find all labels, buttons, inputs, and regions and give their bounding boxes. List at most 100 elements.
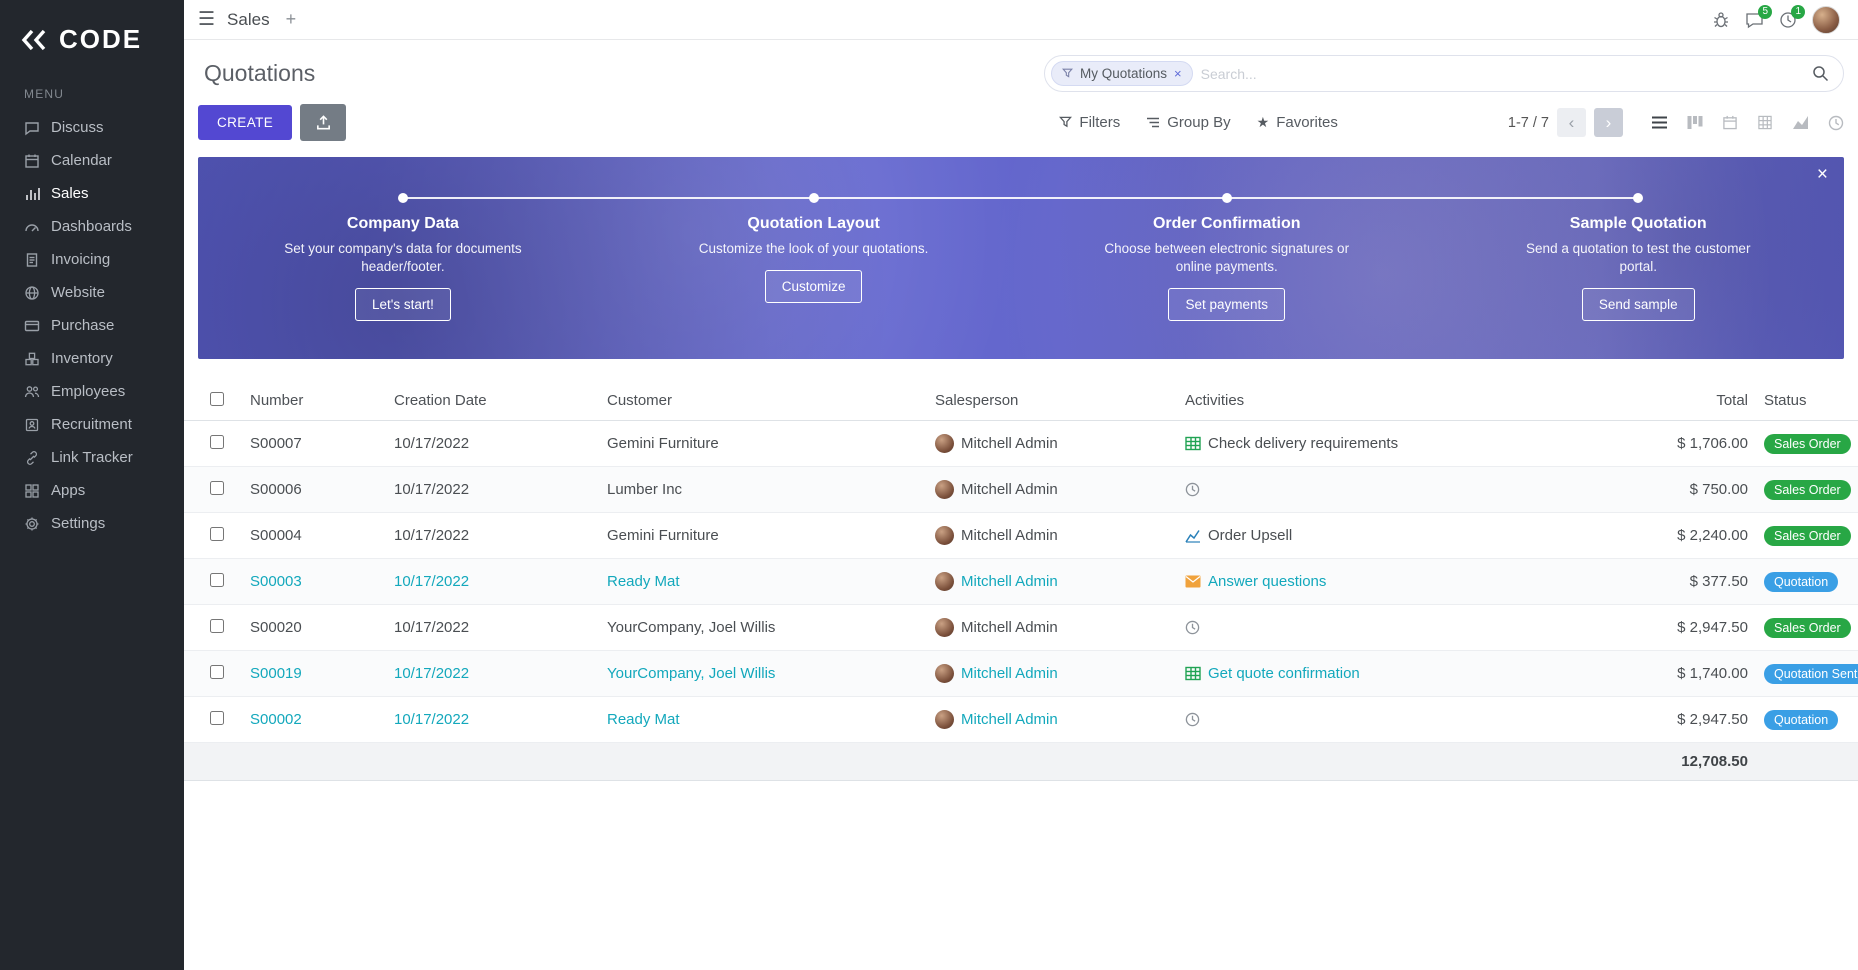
cell-activity[interactable]: Answer questions bbox=[1208, 573, 1327, 590]
debug-bug-icon[interactable] bbox=[1712, 11, 1730, 29]
step-desc: Choose between electronic signatures or … bbox=[1104, 241, 1350, 275]
header-status[interactable]: Status bbox=[1764, 392, 1807, 409]
sidebar-item-sales[interactable]: Sales bbox=[0, 177, 184, 210]
sidebar-item-recruitment[interactable]: Recruitment bbox=[0, 408, 184, 441]
pager-prev-button[interactable]: ‹ bbox=[1557, 108, 1586, 137]
header-customer[interactable]: Customer bbox=[607, 392, 673, 409]
sidebar-item-invoicing[interactable]: Invoicing bbox=[0, 243, 184, 276]
favorites-button[interactable]: ★ Favorites bbox=[1257, 114, 1338, 131]
table-row[interactable]: S00019 10/17/2022 YourCompany, Joel Will… bbox=[184, 651, 1858, 697]
header-creation-date[interactable]: Creation Date bbox=[394, 392, 487, 409]
activity-envelope-icon[interactable] bbox=[1185, 575, 1201, 588]
table-row[interactable]: S00002 10/17/2022 Ready Mat Mitchell Adm… bbox=[184, 697, 1858, 743]
send-sample-button[interactable]: Send sample bbox=[1581, 288, 1695, 322]
table-row[interactable]: S00020 10/17/2022 YourCompany, Joel Will… bbox=[184, 605, 1858, 651]
table-row[interactable]: S00004 10/17/2022 Gemini Furniture Mitch… bbox=[184, 513, 1858, 559]
select-all-checkbox[interactable] bbox=[210, 391, 224, 406]
sidebar-item-inventory[interactable]: Inventory bbox=[0, 342, 184, 375]
filters-button[interactable]: Filters bbox=[1059, 114, 1120, 131]
sidebar-item-label: Dashboards bbox=[51, 218, 132, 235]
list-view-icon[interactable] bbox=[1651, 115, 1668, 130]
onboarding-step-quotation-layout: Quotation Layout Customize the look of y… bbox=[686, 215, 942, 304]
sidebar-item-employees[interactable]: Employees bbox=[0, 375, 184, 408]
step-desc: Send a quotation to test the customer po… bbox=[1526, 241, 1751, 275]
cell-activity[interactable]: Check delivery requirements bbox=[1208, 435, 1399, 452]
header-salesperson[interactable]: Salesperson bbox=[935, 392, 1019, 409]
cell-activity[interactable]: Order Upsell bbox=[1208, 527, 1293, 544]
sidebar-item-link-tracker[interactable]: Link Tracker bbox=[0, 441, 184, 474]
header-total[interactable]: Total bbox=[1716, 392, 1748, 409]
cell-number: S00007 bbox=[250, 435, 302, 452]
sidebar-item-label: Link Tracker bbox=[51, 449, 133, 466]
table-row[interactable]: S00006 10/17/2022 Lumber Inc Mitchell Ad… bbox=[184, 467, 1858, 513]
steps-progress-line bbox=[402, 197, 1639, 199]
groupby-label: Group By bbox=[1167, 114, 1231, 131]
sidebar-item-website[interactable]: Website bbox=[0, 276, 184, 309]
facet-remove-icon[interactable]: × bbox=[1174, 66, 1182, 81]
sidebar-item-apps[interactable]: Apps bbox=[0, 474, 184, 507]
gear-icon bbox=[24, 516, 40, 532]
row-checkbox[interactable] bbox=[210, 434, 224, 449]
search-bar[interactable]: My Quotations × bbox=[1044, 55, 1844, 92]
create-button[interactable]: CREATE bbox=[198, 105, 293, 140]
cell-total: $ 2,240.00 bbox=[1677, 527, 1748, 544]
hamburger-menu-icon[interactable]: ☰ bbox=[198, 9, 216, 30]
activity-clock-icon[interactable] bbox=[1185, 712, 1200, 727]
cell-salesperson: Mitchell Admin bbox=[961, 481, 1058, 498]
search-icon[interactable] bbox=[1812, 65, 1829, 82]
cell-activity[interactable]: Get quote confirmation bbox=[1208, 665, 1360, 682]
row-checkbox[interactable] bbox=[210, 710, 224, 725]
status-badge: Quotation bbox=[1764, 571, 1839, 592]
upload-button[interactable] bbox=[300, 104, 347, 141]
sidebar-item-purchase[interactable]: Purchase bbox=[0, 309, 184, 342]
search-facet[interactable]: My Quotations × bbox=[1051, 61, 1193, 86]
favorites-label: Favorites bbox=[1276, 114, 1338, 131]
app-switcher-title[interactable]: Sales bbox=[227, 9, 270, 29]
activity-spreadsheet-icon[interactable] bbox=[1185, 436, 1201, 451]
cell-customer: Gemini Furniture bbox=[607, 527, 719, 544]
lets-start-button[interactable]: Let's start! bbox=[354, 288, 451, 322]
header-number[interactable]: Number bbox=[250, 392, 304, 409]
kanban-view-icon[interactable] bbox=[1687, 115, 1703, 130]
messages-icon[interactable]: 5 bbox=[1745, 4, 1772, 29]
row-checkbox[interactable] bbox=[210, 572, 224, 587]
calendar-view-icon[interactable] bbox=[1722, 115, 1738, 130]
activity-spreadsheet-icon[interactable] bbox=[1185, 666, 1201, 681]
activity-clock-icon[interactable] bbox=[1185, 620, 1200, 635]
cell-date: 10/17/2022 bbox=[394, 481, 470, 498]
search-input[interactable] bbox=[1200, 65, 1804, 82]
app-logo[interactable]: CODE bbox=[0, 0, 184, 73]
cell-date: 10/17/2022 bbox=[394, 527, 470, 544]
pivot-view-icon[interactable] bbox=[1757, 115, 1773, 130]
sidebar-item-discuss[interactable]: Discuss bbox=[0, 111, 184, 144]
add-tab-button[interactable]: + bbox=[285, 9, 297, 29]
groupby-button[interactable]: Group By bbox=[1146, 114, 1231, 131]
row-checkbox[interactable] bbox=[210, 664, 224, 679]
table-row[interactable]: S00003 10/17/2022 Ready Mat Mitchell Adm… bbox=[184, 559, 1858, 605]
customize-button[interactable]: Customize bbox=[764, 270, 863, 304]
activity-chart-icon[interactable] bbox=[1185, 529, 1201, 543]
breadcrumb: Quotations bbox=[204, 60, 316, 86]
sidebar-item-dashboards[interactable]: Dashboards bbox=[0, 210, 184, 243]
sidebar-item-settings[interactable]: Settings bbox=[0, 507, 184, 540]
pager-next-button[interactable]: › bbox=[1594, 108, 1623, 137]
activities-clock-icon[interactable]: 1 bbox=[1779, 4, 1805, 29]
activity-clock-icon[interactable] bbox=[1185, 482, 1200, 497]
table-row[interactable]: S00007 10/17/2022 Gemini Furniture Mitch… bbox=[184, 421, 1858, 467]
graph-view-icon[interactable] bbox=[1792, 115, 1809, 130]
row-checkbox[interactable] bbox=[210, 480, 224, 495]
set-payments-button[interactable]: Set payments bbox=[1168, 288, 1286, 322]
cell-date: 10/17/2022 bbox=[394, 619, 470, 636]
sidebar-item-label: Purchase bbox=[51, 317, 115, 334]
salesperson-avatar bbox=[935, 480, 954, 499]
sidebar-item-calendar[interactable]: Calendar bbox=[0, 144, 184, 177]
header-activities[interactable]: Activities bbox=[1185, 392, 1245, 409]
user-avatar[interactable] bbox=[1812, 5, 1840, 34]
upload-icon bbox=[315, 114, 332, 131]
banner-close-icon[interactable]: × bbox=[1816, 164, 1828, 185]
row-checkbox[interactable] bbox=[210, 618, 224, 633]
row-checkbox[interactable] bbox=[210, 526, 224, 541]
main-area: ☰ Sales + 5 1 Quotations My Quot bbox=[184, 0, 1858, 970]
activity-view-icon[interactable] bbox=[1828, 115, 1844, 131]
step-title: Quotation Layout bbox=[747, 215, 880, 232]
